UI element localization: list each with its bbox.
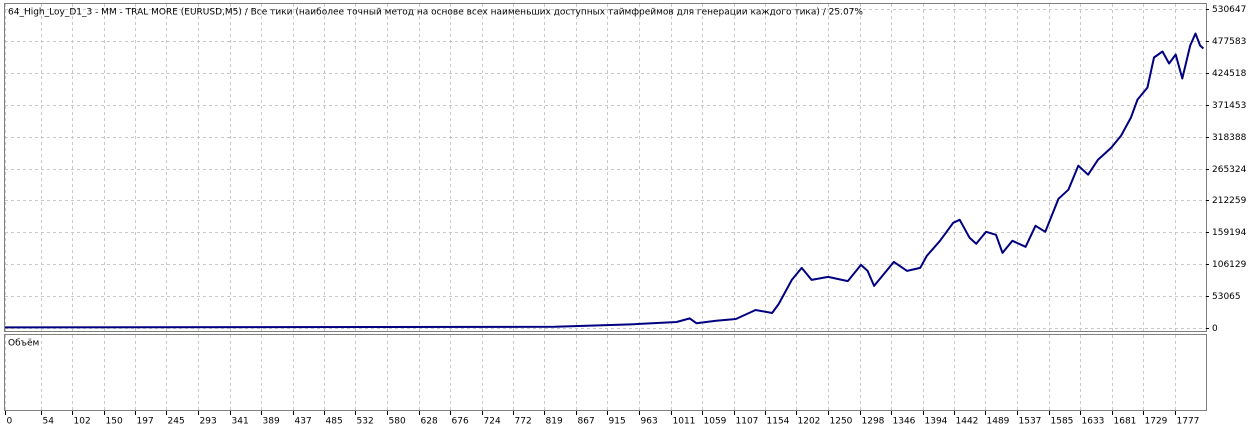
- x-tick-label: 1394: [925, 417, 948, 427]
- x-tick-label: 293: [200, 417, 217, 427]
- y-tick-label: 318388: [1212, 133, 1247, 143]
- x-tick-label: 1346: [893, 417, 916, 427]
- y-tick-label: 159194: [1212, 228, 1247, 238]
- x-tick-label: 1537: [1019, 417, 1042, 427]
- x-tick-label: 1442: [956, 417, 979, 427]
- x-tick-label: 1250: [830, 417, 853, 427]
- x-tick-label: 1202: [798, 417, 821, 427]
- x-tick-label: 197: [137, 417, 154, 427]
- x-tick-label: 532: [357, 417, 374, 427]
- x-tick-label: 102: [74, 417, 91, 427]
- y-tick-label: 424518: [1212, 69, 1247, 79]
- x-tick-label: 150: [106, 417, 123, 427]
- x-tick-label: 1777: [1177, 417, 1200, 427]
- x-tick-label: 485: [326, 417, 343, 427]
- y-tick-label: 477583: [1212, 37, 1246, 47]
- x-tick-label: 1681: [1114, 417, 1137, 427]
- x-tick-label: 1298: [862, 417, 885, 427]
- x-tick-label: 819: [546, 417, 563, 427]
- x-tick-label: 772: [515, 417, 532, 427]
- x-tick-label: 724: [484, 417, 501, 427]
- y-tick-label: 212259: [1212, 196, 1247, 206]
- x-tick-label: 628: [421, 417, 438, 427]
- x-tick-label: 54: [43, 417, 55, 427]
- x-tick-label: 580: [389, 417, 406, 427]
- x-tick-label: 867: [578, 417, 595, 427]
- x-tick-label: 915: [609, 417, 626, 427]
- volume-panel-label: Объём: [8, 339, 39, 349]
- y-tick-label: 0: [1212, 324, 1218, 334]
- x-tick-label: 1489: [987, 417, 1010, 427]
- x-tick-label: 1585: [1051, 417, 1074, 427]
- x-tick-label: 245: [168, 417, 185, 427]
- chart-title: 64_High_Loy_D1_3 - MM - TRAL MORE (EURUS…: [8, 8, 863, 18]
- x-tick-label: 1154: [767, 417, 790, 427]
- x-tick-label: 1107: [736, 417, 759, 427]
- y-tick-label: 106129: [1212, 260, 1247, 270]
- y-tick-label: 265324: [1212, 165, 1247, 175]
- x-tick-label: 1633: [1082, 417, 1105, 427]
- main-panel: [4, 3, 1207, 332]
- x-tick-label: 389: [263, 417, 280, 427]
- y-tick-label: 530647: [1212, 5, 1246, 15]
- x-tick-label: 1011: [673, 417, 696, 427]
- x-tick-label: 1059: [704, 417, 727, 427]
- x-tick-label: 0: [7, 417, 13, 427]
- x-tick-label: 963: [641, 417, 658, 427]
- series-line: [4, 32, 1205, 329]
- x-tick-label: 676: [452, 417, 469, 427]
- x-tick-label: 1729: [1145, 417, 1168, 427]
- x-tick-label: 341: [232, 417, 249, 427]
- volume-panel: [4, 334, 1207, 411]
- y-tick-label: 53065: [1212, 292, 1241, 302]
- y-tick-label: 371453: [1212, 101, 1246, 111]
- x-tick-label: 437: [295, 417, 312, 427]
